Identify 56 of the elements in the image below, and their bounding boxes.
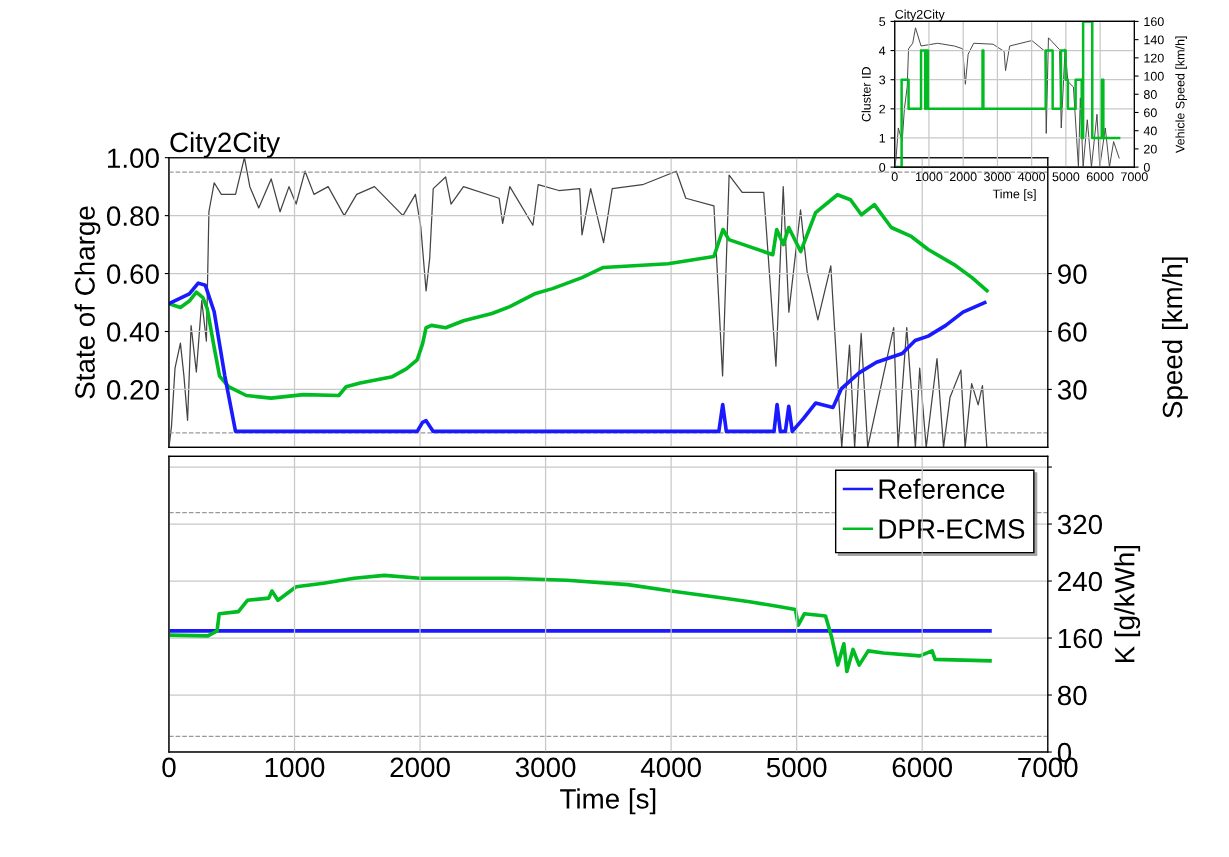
line-series bbox=[168, 281, 987, 434]
x-tick-label: 4000 bbox=[640, 757, 701, 778]
y-tick-label: 0.80 bbox=[106, 206, 159, 226]
y2-tick-label: 140 bbox=[1144, 35, 1164, 45]
y-tick-label: 0.60 bbox=[106, 264, 159, 284]
y2-tick-label: 40 bbox=[1143, 126, 1157, 136]
y-tick-label: 1 bbox=[879, 133, 886, 143]
y2-tick-label: 30 bbox=[1057, 380, 1087, 400]
x-tick-label: 3000 bbox=[515, 757, 576, 778]
x-tick-label: 7000 bbox=[1121, 172, 1148, 182]
x-tick-label: 0 bbox=[891, 172, 898, 182]
y2-tick-label: 80 bbox=[1143, 90, 1157, 99]
legend-label: Reference bbox=[879, 478, 1005, 499]
x-tick-label: 5000 bbox=[766, 757, 827, 778]
y-tick-label: 4 bbox=[879, 46, 886, 56]
x-tick-label: 5000 bbox=[1052, 172, 1080, 182]
x-tick-label: 2000 bbox=[949, 172, 977, 182]
y2-tick-label: 90 bbox=[1058, 264, 1087, 284]
y-tick-label: 3 bbox=[879, 75, 886, 85]
y2-tick-label: 60 bbox=[1058, 322, 1087, 342]
y2-tick-label: 80 bbox=[1057, 685, 1087, 706]
y2-axis-title: Vehicle Speed [km/h] bbox=[1175, 36, 1188, 153]
line-series bbox=[168, 192, 989, 400]
y-tick-label: 0 bbox=[879, 162, 886, 172]
line-series bbox=[168, 573, 992, 674]
y2-tick-label: 160 bbox=[1144, 17, 1164, 27]
x-tick-label: 4000 bbox=[1018, 172, 1046, 182]
y-tick-label: 5 bbox=[879, 17, 886, 27]
chart-title: City2City bbox=[170, 131, 281, 158]
x-tick-label: 3000 bbox=[984, 172, 1011, 182]
x-tick-label: 2000 bbox=[390, 757, 450, 778]
y2-tick-label: 100 bbox=[1144, 71, 1164, 81]
y2-tick-label: 240 bbox=[1058, 571, 1103, 592]
y2-tick-label: 20 bbox=[1144, 144, 1157, 154]
x-axis-title: Time [s] bbox=[560, 788, 656, 815]
legend-label: DPR-ECMS bbox=[879, 519, 1025, 539]
y-axis-title: State of Charge bbox=[74, 206, 101, 399]
y-tick-label: 1.00 bbox=[108, 148, 159, 169]
x-tick-label: 6000 bbox=[1086, 172, 1114, 182]
y2-tick-label: 60 bbox=[1144, 108, 1157, 118]
y2-tick-label: 320 bbox=[1057, 514, 1103, 535]
y-tick-label: 0.40 bbox=[106, 322, 159, 342]
y2-axis-title: K [g/kWh] bbox=[1114, 545, 1141, 663]
y-tick-label: 0.20 bbox=[106, 380, 159, 400]
y-axis-title: Cluster ID bbox=[861, 67, 871, 122]
x-tick-label: 6000 bbox=[892, 757, 952, 778]
x-axis-title: Time [s] bbox=[992, 189, 1036, 201]
y2-tick-label: 0 bbox=[1143, 162, 1150, 172]
chart-title: City2City bbox=[895, 9, 945, 22]
x-tick-label: 0 bbox=[162, 757, 176, 778]
y2-tick-label: 120 bbox=[1144, 53, 1164, 63]
x-tick-label: 1000 bbox=[916, 172, 943, 182]
x-tick-label: 1000 bbox=[265, 757, 325, 778]
y2-tick-label: 160 bbox=[1058, 628, 1103, 649]
y-tick-label: 2 bbox=[879, 104, 886, 114]
y2-axis-title: Speed [km/h] bbox=[1161, 257, 1188, 418]
